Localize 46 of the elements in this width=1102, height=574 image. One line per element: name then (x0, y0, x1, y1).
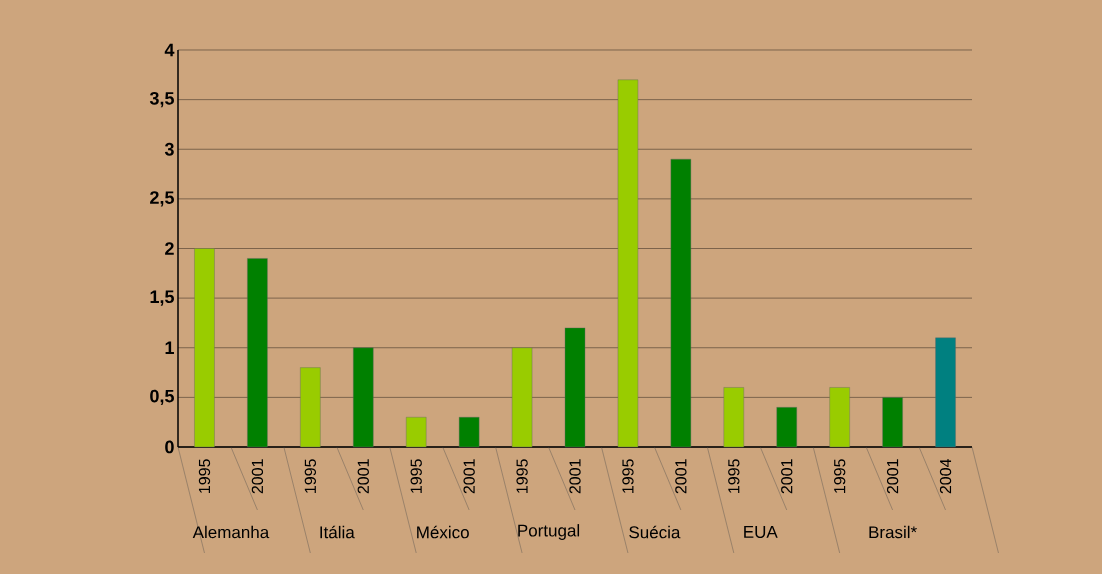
bar (564, 327, 586, 448)
text: EUA (744, 526, 778, 538)
bar (829, 387, 850, 448)
y-tick-label: 3,5 (149, 91, 174, 108)
bar (458, 417, 480, 448)
x-tick-label: 1995 (516, 459, 528, 493)
x-tick-label: 2004 (939, 459, 952, 494)
y-tick-label: 1 (165, 341, 174, 354)
bar (353, 347, 374, 448)
bar (194, 248, 215, 448)
y-tick-label: 1,5 (150, 290, 174, 306)
text: Brasil* (869, 525, 917, 539)
x-tick-label: 1995 (728, 459, 740, 493)
y-tick-label: 4 (164, 43, 175, 57)
y-tick-label: 0,5 (150, 389, 174, 406)
bar (670, 158, 692, 448)
x-tick-label: 2001 (569, 459, 581, 494)
bar (882, 397, 903, 448)
y-tick-label: 2 (165, 242, 174, 255)
x-tick-label: 2001 (781, 459, 793, 494)
bar (617, 79, 639, 448)
y-tick-label: 2,5 (150, 191, 174, 207)
bar (776, 407, 797, 448)
bar (300, 367, 321, 448)
x-tick-label: 1995 (198, 459, 211, 493)
bar (935, 337, 956, 448)
y-tick-label: 0 (165, 440, 174, 454)
x-tick-label: 2001 (675, 459, 687, 494)
bar (511, 347, 533, 448)
bar (406, 417, 427, 448)
x-tick-label: 2001 (357, 459, 369, 494)
x-tick-label: 1995 (622, 459, 634, 493)
y-tick-label: 3 (164, 142, 174, 156)
text: Suécia (629, 525, 681, 539)
text: México (417, 525, 469, 539)
bar (247, 258, 268, 448)
x-tick-label: 1995 (410, 459, 422, 493)
x-tick-label: 1995 (834, 459, 846, 493)
x-tick-label: 1995 (304, 459, 317, 493)
x-tick-label: 2001 (886, 459, 899, 494)
text: Alemanha (192, 525, 270, 539)
text: Itália (320, 525, 355, 539)
bar (723, 387, 745, 448)
x-tick-label: 2001 (251, 459, 264, 494)
text: Portugal (518, 524, 580, 540)
x-tick-label: 2001 (463, 459, 475, 494)
